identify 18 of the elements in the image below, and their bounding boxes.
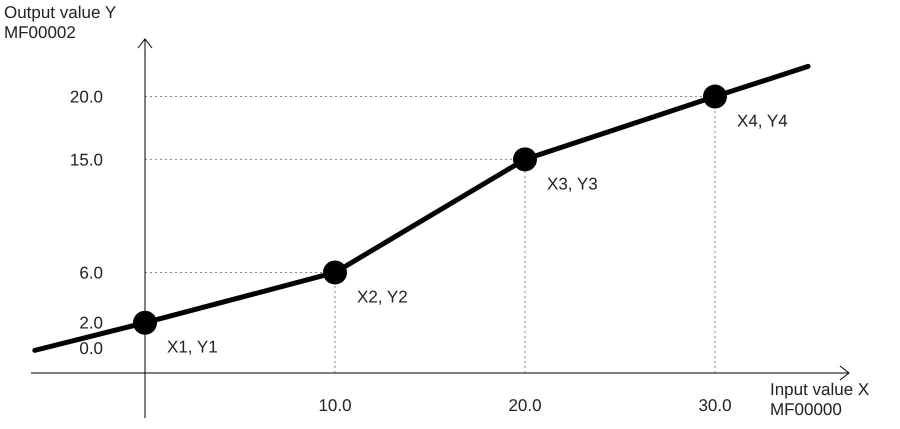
y-axis-title: Output value Y MF00002 xyxy=(4,3,116,42)
point xyxy=(513,147,537,172)
x-axis-title: Input value X MF00000 xyxy=(770,380,870,419)
annotation: X4, Y4 xyxy=(737,112,788,131)
y-tick-label: 20.0 xyxy=(70,87,103,106)
y-tick-label: 6.0 xyxy=(79,263,103,282)
y-tick-label: 15.0 xyxy=(70,150,103,170)
annotation: X2, Y2 xyxy=(357,287,408,306)
x-tick-label: 30.0 xyxy=(698,396,732,415)
y-tick-label: 0.0 xyxy=(79,338,103,358)
annotation: X3, Y3 xyxy=(547,174,598,194)
point xyxy=(703,84,727,109)
point xyxy=(133,310,157,335)
y-tick-label: 2.0 xyxy=(79,314,103,333)
annotation: X1, Y1 xyxy=(167,338,218,357)
x-tick-label: 20.0 xyxy=(508,396,542,415)
x-tick-label: 10.0 xyxy=(318,396,352,415)
point xyxy=(323,260,347,284)
